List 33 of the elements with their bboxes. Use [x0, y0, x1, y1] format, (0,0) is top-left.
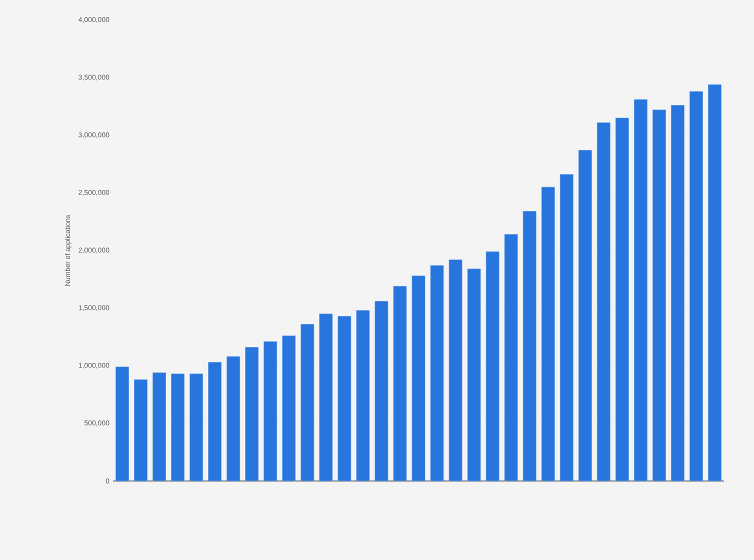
bar [338, 316, 352, 481]
bar [448, 260, 462, 481]
bar [134, 379, 148, 481]
bar [226, 356, 240, 481]
bar [560, 174, 574, 481]
bar [190, 374, 204, 481]
bar [412, 276, 426, 481]
bar [541, 186, 555, 481]
bar [467, 268, 481, 481]
bar [652, 110, 666, 481]
bar [690, 91, 703, 481]
bar [522, 211, 536, 481]
bar [282, 336, 296, 481]
bar [152, 372, 166, 481]
bar [708, 84, 722, 481]
bar [300, 324, 314, 481]
bar [393, 286, 407, 481]
bar [634, 99, 648, 481]
bar [596, 122, 610, 481]
bar [208, 362, 222, 481]
bar [578, 150, 592, 481]
bar [171, 374, 185, 481]
bar [374, 301, 388, 481]
bar [504, 234, 518, 481]
bar [356, 310, 370, 481]
bar [671, 105, 684, 481]
bar [430, 265, 444, 481]
bar [116, 366, 129, 481]
bar [245, 347, 259, 481]
bar [615, 118, 629, 481]
bar [486, 251, 500, 481]
bar [319, 314, 333, 481]
bar [264, 341, 278, 481]
